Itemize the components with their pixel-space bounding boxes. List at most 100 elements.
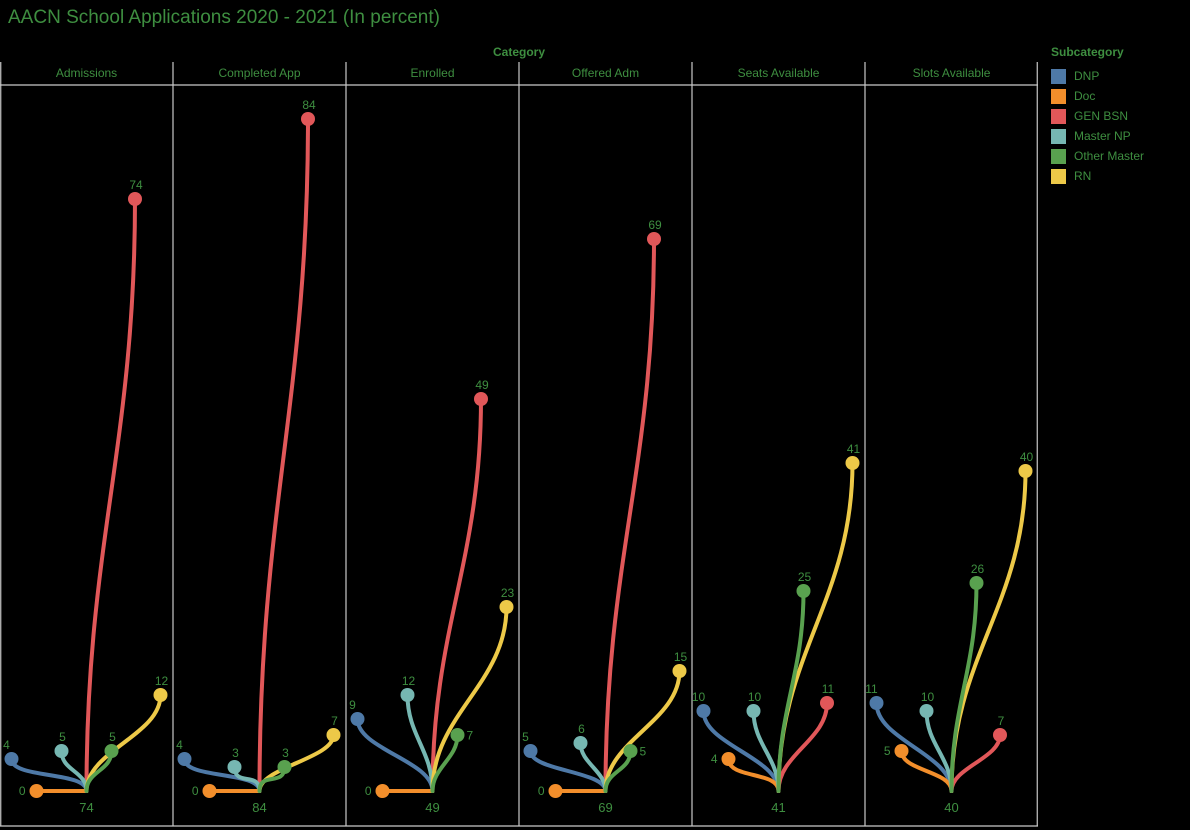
dot-other-master[interactable] [104,744,119,758]
value-label: 84 [302,98,316,112]
axis-max-label: 49 [425,800,439,815]
dot-dnp[interactable] [523,744,538,758]
value-label: 0 [192,784,199,798]
column-header-offered-adm[interactable]: Offered Adm [571,66,640,80]
value-label: 49 [475,378,489,392]
dot-master-np[interactable] [919,704,934,718]
dot-other-master[interactable] [450,728,465,742]
axis-max-label: 74 [79,800,93,815]
curve-gen-bsn[interactable] [603,237,656,793]
value-label: 6 [578,722,585,736]
dot-other-master[interactable] [623,744,638,758]
dot-other-master[interactable] [796,584,811,598]
value-label: 7 [998,714,1005,728]
dot-master-np[interactable] [400,688,415,702]
value-label: 74 [129,178,143,192]
dot-doc[interactable] [375,784,390,798]
curve-rn[interactable] [257,733,336,793]
page-title: AACN School Applications 2020 - 2021 (In… [8,7,440,28]
curve-other-master[interactable] [776,589,806,793]
curve-rn[interactable] [949,469,1028,793]
axis-max-label: 69 [598,800,612,815]
column-header-enrolled[interactable]: Enrolled [410,66,455,80]
column-headers: Admissions Completed App Enrolled Offere… [0,63,1038,83]
dot-rn[interactable] [672,664,687,678]
dot-doc[interactable] [721,752,736,766]
legend-item-master-np[interactable]: Master NP [1051,126,1144,146]
value-label: 12 [402,674,416,688]
value-label: 0 [19,784,26,798]
value-label: 5 [640,745,647,759]
legend-item-gen-bsn[interactable]: GEN BSN [1051,106,1144,126]
dot-doc[interactable] [894,744,909,758]
legend-item-label: Doc [1074,89,1096,103]
legend-item-label: GEN BSN [1074,109,1129,123]
dot-rn[interactable] [1018,464,1033,478]
dot-master-np[interactable] [227,760,242,774]
column-header-seats-available[interactable]: Seats Available [737,66,820,80]
panel-completed-app: 4 0 84 3 3 7 84 [176,98,341,815]
dot-gen-bsn[interactable] [647,232,661,246]
legend-swatch-icon [1051,88,1066,104]
curve-rn[interactable] [776,461,855,793]
value-label: 10 [921,690,935,704]
curve-gen-bsn[interactable] [257,117,310,793]
dot-gen-bsn[interactable] [301,112,315,126]
curve-other-master[interactable] [949,581,979,793]
curve-rn[interactable] [84,693,163,793]
value-label: 4 [711,752,718,766]
legend-item-label: Other Master [1074,149,1145,163]
legend-item-other-master[interactable]: Other Master [1051,146,1144,166]
dot-doc[interactable] [29,784,44,798]
panel-offered-adm: 5 0 69 6 5 15 69 [522,218,687,815]
dot-other-master[interactable] [969,576,984,590]
column-header-completed-app[interactable]: Completed App [218,66,301,80]
value-label: 41 [847,442,861,456]
dot-gen-bsn[interactable] [128,192,142,206]
curve-gen-bsn[interactable] [84,197,137,793]
legend-swatch-icon [1051,108,1066,124]
dot-other-master[interactable] [277,760,292,774]
dot-doc[interactable] [548,784,563,798]
value-label: 7 [467,729,474,743]
curve-dnp[interactable] [355,717,435,793]
value-label: 25 [798,570,812,584]
column-header-slots-available[interactable]: Slots Available [912,66,991,80]
dot-gen-bsn[interactable] [820,696,834,710]
value-label: 4 [176,738,183,752]
dot-dnp[interactable] [350,712,365,726]
value-label: 12 [155,674,169,688]
dot-dnp[interactable] [177,752,192,766]
legend-swatch-icon [1051,68,1066,84]
value-label: 10 [748,690,762,704]
category-axis-title: Category [492,45,545,59]
value-label: 3 [282,746,289,760]
legend-item-doc[interactable]: Doc [1051,86,1144,106]
curve-gen-bsn[interactable] [430,397,483,793]
value-label: 0 [538,784,545,798]
dot-master-np[interactable] [746,704,761,718]
dot-rn[interactable] [153,688,168,702]
dot-master-np[interactable] [573,736,588,750]
value-label: 7 [331,714,338,728]
value-label: 4 [3,738,10,752]
legend-swatch-icon [1051,148,1066,164]
dot-gen-bsn[interactable] [993,728,1007,742]
legend-item-dnp[interactable]: DNP [1051,66,1144,86]
dot-rn[interactable] [326,728,341,742]
legend-item-label: RN [1074,169,1092,183]
dot-dnp[interactable] [4,752,19,766]
dot-rn[interactable] [499,600,514,614]
dot-doc[interactable] [202,784,217,798]
dot-rn[interactable] [845,456,860,470]
column-header-admissions[interactable]: Admissions [55,66,118,80]
curve-rn[interactable] [430,605,509,793]
curve-gen-bsn[interactable] [949,733,1002,793]
dot-gen-bsn[interactable] [474,392,488,406]
curve-rn[interactable] [603,669,682,793]
dot-dnp[interactable] [696,704,711,718]
value-label: 10 [692,690,706,704]
dot-master-np[interactable] [54,744,69,758]
dot-dnp[interactable] [869,696,884,710]
legend-item-rn[interactable]: RN [1051,166,1144,186]
